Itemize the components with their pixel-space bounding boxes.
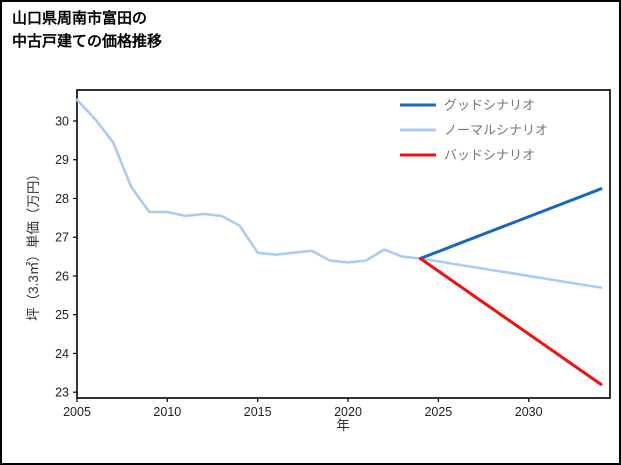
legend-label-2: バッドシナリオ — [444, 148, 535, 163]
legend-label-0: グッドシナリオ — [444, 98, 535, 113]
y-tick-label: 29 — [55, 153, 69, 167]
x-tick-label: 2010 — [153, 405, 181, 419]
x-tick-label: 2005 — [63, 405, 91, 419]
series-line-good — [418, 187, 603, 260]
y-tick-label: 23 — [55, 386, 69, 400]
y-tick-label: 24 — [55, 347, 69, 361]
y-tick-label: 25 — [55, 308, 69, 322]
legend-label-1: ノーマルシナリオ — [444, 123, 548, 138]
x-tick-label: 2020 — [334, 405, 362, 419]
y-tick-label: 30 — [55, 114, 69, 128]
x-tick-label: 2015 — [244, 405, 272, 419]
series-line-normal — [75, 98, 603, 289]
chart-title: 山口県周南市富田の 中古戸建ての価格推移 — [12, 8, 162, 53]
y-tick-label: 28 — [55, 192, 69, 206]
plot-border — [76, 89, 611, 399]
x-tick-label: 2025 — [424, 405, 452, 419]
y-tick-label: 26 — [55, 269, 69, 283]
chart-title-line2: 中古戸建ての価格推移 — [12, 32, 163, 50]
chart-title-line1: 山口県周南市富田の — [12, 10, 148, 27]
x-tick-label: 2030 — [515, 405, 543, 419]
x-axis-label: 年 — [336, 418, 350, 433]
series-line-bad — [418, 257, 603, 386]
y-tick-label: 27 — [55, 231, 69, 245]
